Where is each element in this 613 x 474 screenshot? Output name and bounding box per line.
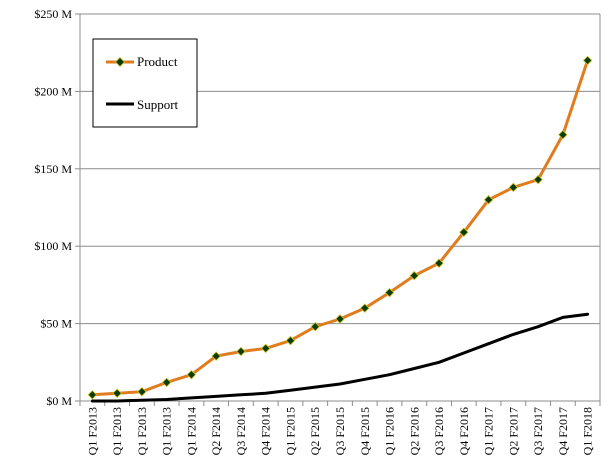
x-tick-label: Q1 F2013 <box>135 407 149 455</box>
y-tick-label: $150 M <box>34 162 72 176</box>
x-tick-label: Q4 F2017 <box>556 407 570 455</box>
y-tick-label: $200 M <box>34 84 72 98</box>
y-axis: $0 M $50 M $100 M $150 M $200 M $250 M <box>34 7 601 408</box>
y-tick-label: $250 M <box>34 7 72 21</box>
x-tick-label: Q2 F2017 <box>506 407 520 455</box>
x-tick-label: Q2 F2015 <box>308 407 322 455</box>
data-point-product <box>260 343 271 354</box>
y-tick-label: $0 M <box>46 394 72 408</box>
x-tick-label: Q1 F2013 <box>160 407 174 455</box>
data-point-product <box>137 386 147 397</box>
x-tick-label: Q1 F2014 <box>184 407 198 455</box>
x-tick-label: Q1 F2013 <box>85 407 99 455</box>
data-point-product <box>508 182 519 193</box>
data-point-product <box>285 335 296 346</box>
x-tick-label: Q2 F2016 <box>407 407 421 455</box>
x-tick-label: Q3 F2017 <box>531 407 545 455</box>
x-tick-label: Q3 F2015 <box>333 407 347 455</box>
x-tick-label: Q4 F2014 <box>259 407 273 455</box>
data-point-product <box>310 321 321 332</box>
data-point-product <box>409 270 420 281</box>
data-point-product <box>533 174 543 185</box>
y-tick-label: $50 M <box>40 317 72 331</box>
x-tick-label: Q1 F2016 <box>383 407 397 455</box>
data-point-product <box>483 194 494 205</box>
data-point-product <box>112 388 122 399</box>
legend-label-product: Product <box>137 54 178 69</box>
legend-marker-product <box>114 56 126 68</box>
x-tick-label: Q3 F2016 <box>432 407 446 455</box>
x-tick-label: Q2 F2014 <box>209 407 223 455</box>
x-tick-label: Q1 F2015 <box>283 407 297 455</box>
data-point-product <box>236 346 246 357</box>
x-tick-label: Q1 F2013 <box>110 407 124 455</box>
data-point-product <box>161 377 172 388</box>
x-tick-label: Q4 F2015 <box>358 407 372 455</box>
legend: Product Support <box>92 38 198 128</box>
x-tick-label: Q3 F2014 <box>234 407 248 455</box>
x-tick-label: Q4 F2016 <box>457 407 471 455</box>
data-point-product <box>558 129 568 140</box>
y-tick-label: $100 M <box>34 239 72 253</box>
data-point-product <box>582 55 593 66</box>
data-point-product <box>359 303 370 313</box>
x-axis: Q1 F2013 Q1 F2013 Q1 F2013 Q1 F2013 Q1 F2014… <box>79 401 601 455</box>
data-point-product <box>211 351 221 361</box>
data-point-product <box>87 390 98 400</box>
legend-label-support: Support <box>137 97 179 112</box>
data-point-product <box>434 258 444 268</box>
data-point-product <box>186 369 197 380</box>
x-tick-label: Q1 F2018 <box>581 407 595 455</box>
x-tick-label: Q1 F2017 <box>482 407 496 455</box>
legend-box <box>92 38 198 128</box>
series-lines <box>87 55 593 403</box>
data-point-product <box>384 287 395 298</box>
data-point-product <box>459 227 469 238</box>
series-line-support <box>90 312 590 403</box>
data-point-product <box>335 314 345 324</box>
